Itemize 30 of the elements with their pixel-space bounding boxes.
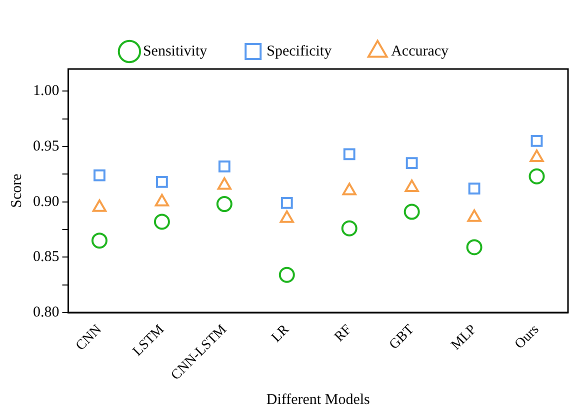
point bbox=[218, 160, 230, 172]
x-axis-title: Different Models bbox=[266, 392, 370, 408]
point bbox=[156, 176, 168, 188]
point bbox=[530, 135, 543, 147]
y-tick-label: 1.00 bbox=[33, 83, 60, 100]
point bbox=[466, 239, 482, 256]
y-tick-label: 0.80 bbox=[33, 304, 60, 320]
x-tick-label: LR bbox=[269, 322, 293, 346]
legend-label: Sensitivity bbox=[142, 43, 208, 60]
y-tick-label: 0.85 bbox=[33, 249, 60, 266]
point bbox=[406, 157, 418, 170]
y-tick-label: 0.90 bbox=[33, 194, 60, 210]
point bbox=[404, 204, 420, 220]
point bbox=[91, 232, 108, 249]
x-tick-label: RF bbox=[332, 322, 355, 345]
legend-label: Accuracy bbox=[391, 43, 450, 60]
point bbox=[343, 148, 356, 160]
legend-label: Specificity bbox=[266, 43, 332, 60]
point bbox=[280, 196, 293, 209]
point bbox=[94, 169, 106, 182]
y-tick-label: 0.95 bbox=[33, 138, 60, 154]
point bbox=[528, 168, 545, 184]
point bbox=[278, 266, 295, 283]
point bbox=[216, 196, 232, 212]
point bbox=[530, 150, 544, 162]
point bbox=[154, 214, 170, 230]
y-axis-title: Score bbox=[8, 173, 25, 208]
point bbox=[341, 220, 358, 236]
point bbox=[468, 182, 480, 194]
x-tick-label: Ours bbox=[512, 322, 542, 352]
